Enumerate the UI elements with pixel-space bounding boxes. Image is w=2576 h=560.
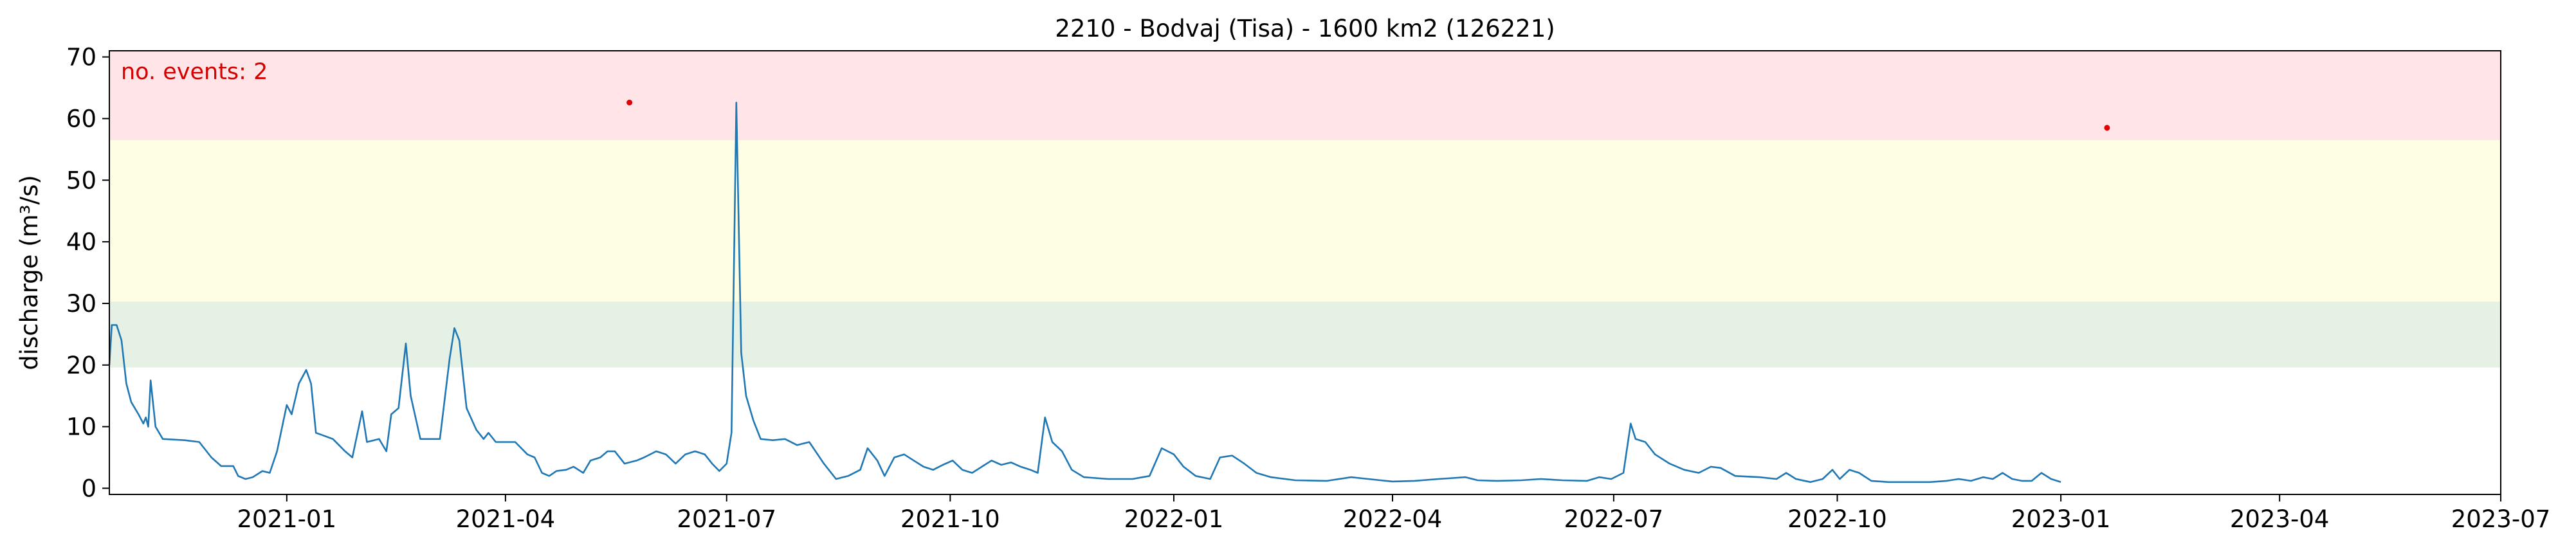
y-tick-label-3: 30 bbox=[66, 290, 96, 318]
threshold-band-1 bbox=[109, 140, 2501, 302]
plot-area bbox=[108, 100, 2110, 483]
y-axis: 0 10 20 30 40 50 60 70 bbox=[66, 44, 109, 502]
x-tick-label-2: 2021-07 bbox=[677, 505, 776, 533]
axes-frame bbox=[109, 50, 2501, 495]
y-axis-label: discharge (m³/s) bbox=[15, 175, 43, 370]
event-marker-1 bbox=[2104, 125, 2110, 131]
y-tick-label-4: 40 bbox=[66, 228, 96, 256]
x-tick-label-10: 2023-07 bbox=[2451, 505, 2551, 533]
x-axis: 2021-01 2021-04 2021-07 2021-10 2022-01 2022-… bbox=[237, 494, 2551, 533]
x-tick-label-9: 2023-04 bbox=[2230, 505, 2330, 533]
x-tick-label-4: 2022-01 bbox=[1124, 505, 1224, 533]
event-markers bbox=[626, 100, 2110, 131]
y-tick-label-2: 20 bbox=[66, 352, 96, 379]
y-tick-label-1: 10 bbox=[66, 413, 96, 441]
threshold-bands bbox=[109, 51, 2501, 368]
x-tick-label-3: 2021-10 bbox=[900, 505, 1000, 533]
y-tick-label-7: 70 bbox=[66, 44, 96, 71]
events-count-label: no. events: 2 bbox=[121, 59, 268, 85]
chart-title: 2210 - Bodvaj (Tisa) - 1600 km2 (126221) bbox=[1055, 15, 1555, 42]
x-tick-label-0: 2021-01 bbox=[237, 505, 337, 533]
x-tick-label-7: 2022-10 bbox=[1787, 505, 1887, 533]
threshold-band-0 bbox=[109, 302, 2501, 368]
x-tick-label-5: 2022-04 bbox=[1343, 505, 1443, 533]
event-marker-0 bbox=[626, 100, 633, 105]
x-tick-label-6: 2022-07 bbox=[1564, 505, 1664, 533]
x-tick-label-8: 2023-01 bbox=[2011, 505, 2111, 533]
y-tick-label-5: 50 bbox=[66, 167, 96, 194]
discharge-series-line bbox=[108, 102, 2061, 483]
y-tick-label-6: 60 bbox=[66, 105, 96, 132]
y-tick-label-0: 0 bbox=[81, 474, 96, 502]
x-tick-label-1: 2021-04 bbox=[456, 505, 556, 533]
threshold-band-2 bbox=[109, 51, 2501, 140]
